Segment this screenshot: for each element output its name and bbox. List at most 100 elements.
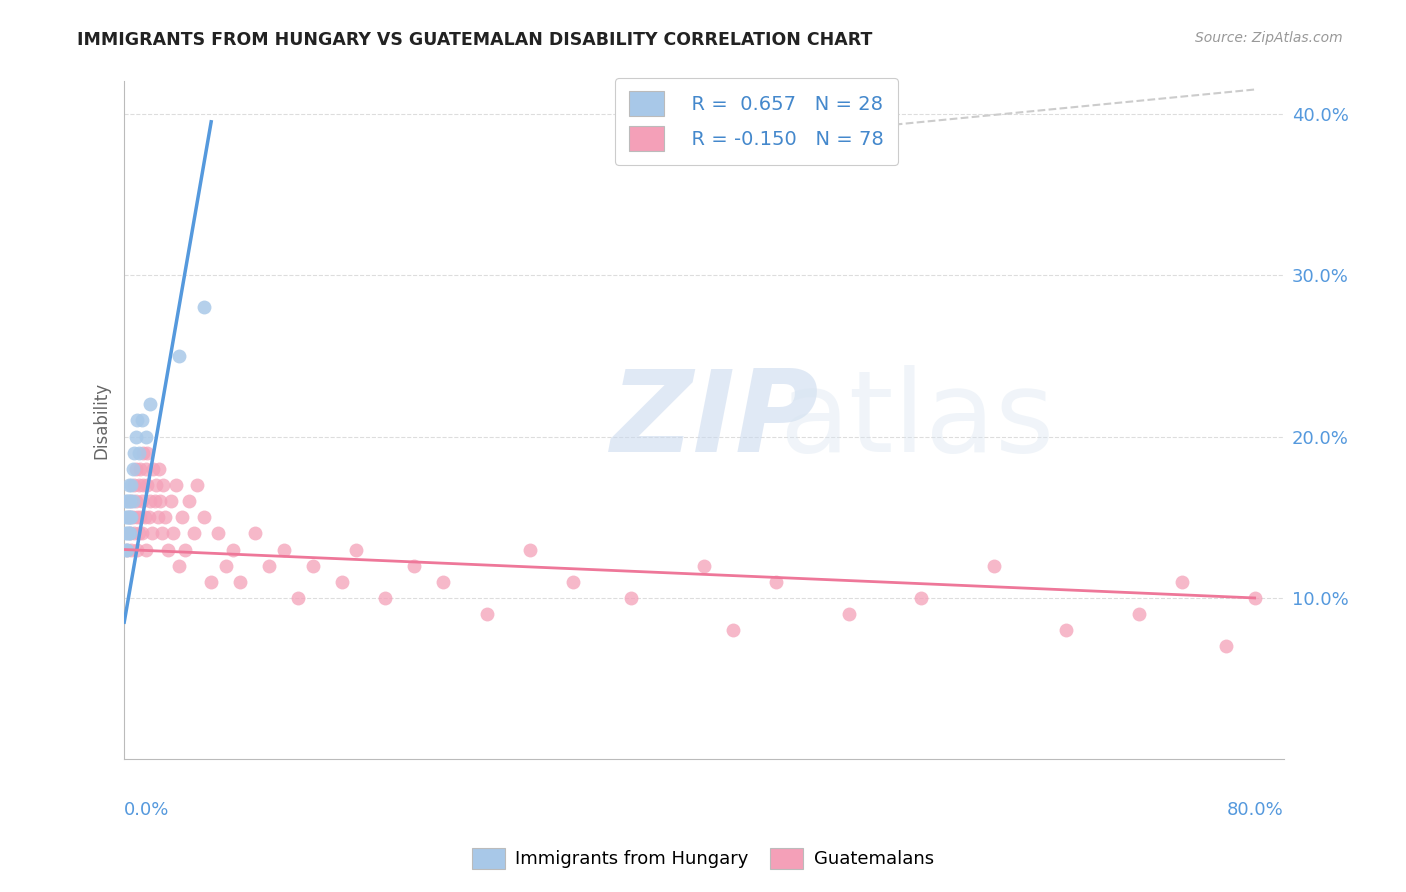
Point <box>114 510 136 524</box>
Point <box>374 591 396 605</box>
Point <box>152 478 174 492</box>
Point <box>146 510 169 524</box>
Point <box>215 558 238 573</box>
Point <box>114 526 136 541</box>
Point <box>1128 607 1150 621</box>
Point <box>169 558 191 573</box>
Point <box>765 574 787 589</box>
Point <box>125 429 148 443</box>
Point <box>910 591 932 605</box>
Point <box>127 542 149 557</box>
Point <box>1054 624 1077 638</box>
Y-axis label: Disability: Disability <box>93 382 110 459</box>
Point <box>519 542 541 557</box>
Point <box>117 478 139 492</box>
Point <box>983 558 1005 573</box>
Point <box>115 542 138 557</box>
Point <box>114 494 136 508</box>
Point <box>432 574 454 589</box>
Point <box>200 574 222 589</box>
Point <box>124 478 146 492</box>
Point <box>620 591 643 605</box>
Point <box>135 462 157 476</box>
Point <box>172 510 194 524</box>
Legend: Immigrants from Hungary, Guatemalans: Immigrants from Hungary, Guatemalans <box>465 840 941 876</box>
Point <box>117 510 139 524</box>
Point <box>145 478 167 492</box>
Point <box>121 542 143 557</box>
Point <box>148 462 170 476</box>
Point <box>139 494 162 508</box>
Point <box>287 591 309 605</box>
Text: 0.0%: 0.0% <box>124 801 170 819</box>
Point <box>134 510 156 524</box>
Point <box>150 526 173 541</box>
Point <box>135 542 157 557</box>
Point <box>186 478 208 492</box>
Point <box>128 445 150 459</box>
Point <box>124 445 146 459</box>
Point <box>115 494 138 508</box>
Point <box>121 510 143 524</box>
Point <box>118 526 141 541</box>
Point <box>193 301 215 315</box>
Point <box>118 494 141 508</box>
Text: ZIP: ZIP <box>612 365 820 476</box>
Point <box>131 526 153 541</box>
Point <box>127 413 149 427</box>
Point <box>183 526 205 541</box>
Point <box>404 558 426 573</box>
Point <box>143 494 166 508</box>
Point <box>243 526 266 541</box>
Point <box>122 494 145 508</box>
Point <box>125 462 148 476</box>
Point <box>165 478 187 492</box>
Point <box>193 510 215 524</box>
Point <box>131 413 153 427</box>
Point <box>135 429 157 443</box>
Point <box>132 478 155 492</box>
Point <box>128 526 150 541</box>
Point <box>127 510 149 524</box>
Point <box>222 542 245 557</box>
Point <box>301 558 323 573</box>
Point <box>153 510 176 524</box>
Text: atlas: atlas <box>779 365 1054 476</box>
Point <box>179 494 201 508</box>
Text: Source: ZipAtlas.com: Source: ZipAtlas.com <box>1195 31 1343 45</box>
Point <box>122 510 145 524</box>
Point <box>118 510 141 524</box>
Point <box>124 526 146 541</box>
Point <box>125 494 148 508</box>
Point <box>139 397 162 411</box>
Point <box>114 542 136 557</box>
Point <box>129 462 152 476</box>
Point <box>149 494 172 508</box>
Point <box>121 478 143 492</box>
Point <box>118 526 141 541</box>
Point <box>141 526 163 541</box>
Point <box>159 494 181 508</box>
Point <box>115 510 138 524</box>
Point <box>129 510 152 524</box>
Point <box>122 462 145 476</box>
Text: 80.0%: 80.0% <box>1227 801 1284 819</box>
Point <box>132 445 155 459</box>
Point <box>156 542 179 557</box>
Point <box>121 494 143 508</box>
Point <box>838 607 860 621</box>
Point <box>1243 591 1265 605</box>
Point <box>693 558 716 573</box>
Text: IMMIGRANTS FROM HUNGARY VS GUATEMALAN DISABILITY CORRELATION CHART: IMMIGRANTS FROM HUNGARY VS GUATEMALAN DI… <box>77 31 873 49</box>
Point <box>174 542 197 557</box>
Point <box>721 624 744 638</box>
Point <box>117 526 139 541</box>
Legend:   R =  0.657   N = 28,   R = -0.150   N = 78: R = 0.657 N = 28, R = -0.150 N = 78 <box>614 78 897 164</box>
Point <box>1215 640 1237 654</box>
Point <box>273 542 295 557</box>
Point <box>131 494 153 508</box>
Point <box>562 574 585 589</box>
Point <box>207 526 229 541</box>
Point <box>136 445 159 459</box>
Point <box>1171 574 1194 589</box>
